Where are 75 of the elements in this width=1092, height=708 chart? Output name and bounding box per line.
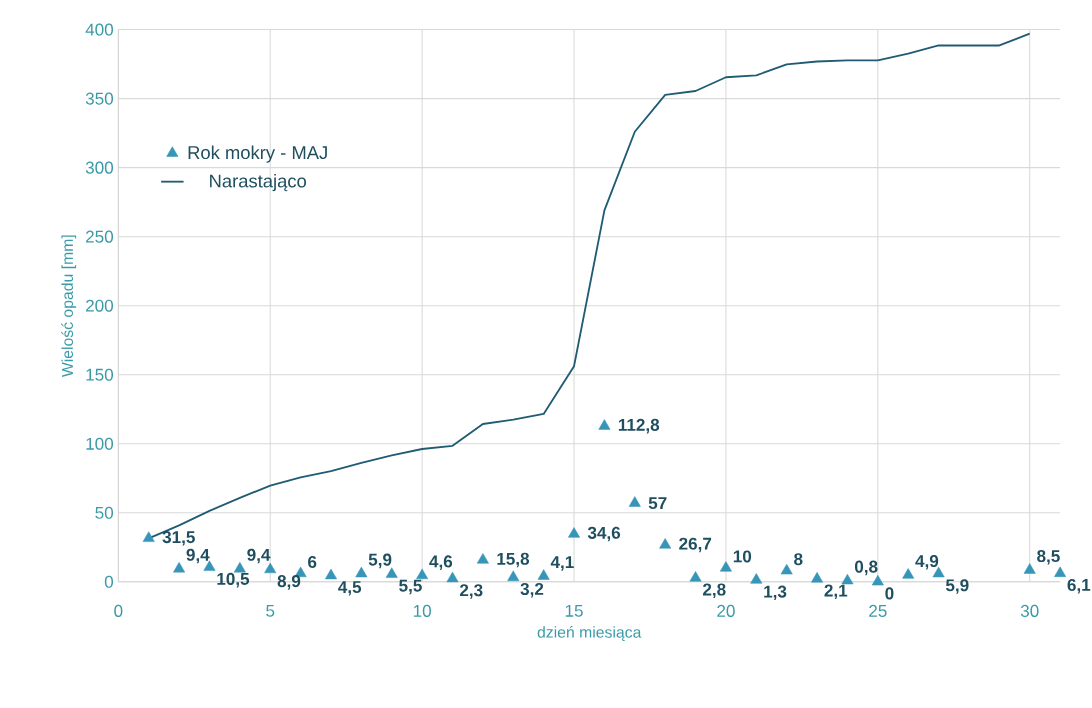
x-axis-title: dzień miesiąca [537, 626, 642, 641]
point [355, 566, 368, 578]
data-label: 10,5 [217, 572, 250, 588]
data-label: 4,9 [915, 554, 939, 570]
data-label: 112,8 [618, 418, 660, 434]
data-label: 6,1 [1067, 578, 1091, 594]
point [719, 561, 732, 572]
point [780, 563, 793, 575]
data-label: 2,1 [824, 584, 848, 599]
y-axis-title: Wielość opadu [mm] [61, 235, 77, 378]
point [689, 571, 702, 582]
x-tick-label: 30 [1020, 604, 1039, 617]
data-label: 6 [308, 555, 317, 568]
y-tick-label: 100 [86, 437, 114, 450]
legend-label: Narastająco [210, 173, 307, 192]
data-label: 57 [648, 497, 667, 510]
point [476, 553, 489, 564]
data-label: 9,4 [247, 548, 271, 564]
point [173, 561, 186, 573]
x-tick-label: 20 [717, 604, 735, 617]
y-tick-label: 250 [86, 230, 114, 243]
x-tick-label: 0 [114, 604, 123, 617]
point [325, 568, 337, 580]
point [1054, 566, 1067, 577]
data-label: 4,5 [338, 581, 362, 596]
point [598, 419, 611, 430]
data-label: 26,7 [679, 537, 712, 553]
point [841, 573, 854, 585]
point [385, 567, 398, 578]
data-label: 5,9 [945, 579, 969, 594]
data-label: 31,5 [162, 531, 195, 546]
data-label: 9,4 [186, 548, 210, 564]
point [446, 571, 459, 583]
x-tick-label: 5 [266, 604, 275, 617]
point [416, 568, 429, 580]
point [902, 568, 915, 579]
data-label: 1,3 [764, 585, 787, 601]
data-label: 2,3 [459, 584, 483, 599]
y-tick-label: 50 [95, 506, 114, 519]
x-tick-label: 25 [869, 604, 887, 617]
x-tick-label: 10 [413, 604, 431, 617]
data-label: 8 [794, 553, 803, 566]
legend-label: Rok mokry - MAJ [188, 145, 327, 163]
y-tick-label: 0 [104, 575, 114, 588]
data-label: 8,9 [277, 575, 301, 590]
data-label: 2,8 [702, 583, 726, 599]
y-tick-label: 200 [86, 299, 114, 312]
x-tick-label: 15 [565, 604, 583, 617]
data-label: 0 [885, 587, 894, 600]
data-label: 5,5 [399, 579, 422, 595]
point [659, 538, 672, 549]
point [568, 527, 580, 538]
data-label: 10 [733, 550, 752, 563]
data-label: 15,8 [497, 552, 530, 568]
point [264, 562, 277, 574]
point [750, 573, 763, 584]
y-tick-label: 150 [86, 368, 114, 381]
point [871, 574, 884, 586]
data-label: 8,5 [1037, 549, 1060, 565]
y-tick-label: 350 [85, 92, 114, 105]
point [507, 570, 520, 581]
data-label: 34,6 [587, 526, 621, 542]
data-label: 0,8 [854, 560, 878, 576]
point [537, 569, 550, 580]
data-label: 3,2 [520, 582, 544, 598]
y-tick-label: 400 [85, 23, 114, 36]
point [811, 572, 824, 583]
y-tick-label: 300 [85, 161, 114, 174]
point [142, 531, 155, 542]
point [1023, 563, 1036, 574]
data-label: 4,6 [429, 555, 453, 570]
point [628, 496, 641, 507]
point [233, 561, 246, 573]
data-label: 4,1 [550, 556, 574, 571]
data-label: 5,9 [368, 553, 392, 569]
